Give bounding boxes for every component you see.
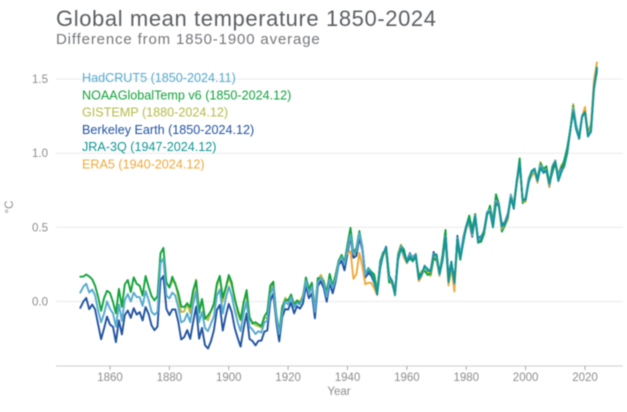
svg-text:JRA-3Q (1947-2024.12): JRA-3Q (1947-2024.12) <box>82 140 216 154</box>
svg-text:NOAAGlobalTemp v6 (1850-2024.1: NOAAGlobalTemp v6 (1850-2024.12) <box>82 88 291 102</box>
svg-text:2020: 2020 <box>572 372 598 384</box>
svg-text:1920: 1920 <box>275 372 301 384</box>
svg-text:0.0: 0.0 <box>32 297 48 309</box>
svg-text:Year: Year <box>327 386 350 398</box>
svg-text:1940: 1940 <box>335 372 361 384</box>
svg-text:1880: 1880 <box>157 372 183 384</box>
svg-text:1900: 1900 <box>216 372 242 384</box>
svg-text:1.5: 1.5 <box>32 74 48 86</box>
svg-text:1860: 1860 <box>97 372 123 384</box>
svg-text:°C: °C <box>4 201 16 214</box>
svg-text:GISTEMP (1880-2024.12): GISTEMP (1880-2024.12) <box>82 106 228 120</box>
svg-text:1980: 1980 <box>454 372 480 384</box>
svg-text:HadCRUT5 (1850-2024.11): HadCRUT5 (1850-2024.11) <box>82 71 236 85</box>
svg-text:1.0: 1.0 <box>32 148 48 160</box>
svg-text:2000: 2000 <box>513 372 539 384</box>
svg-text:Berkeley Earth (1850-2024.12): Berkeley Earth (1850-2024.12) <box>82 123 254 137</box>
svg-text:ERA5 (1940-2024.12): ERA5 (1940-2024.12) <box>82 158 205 172</box>
svg-text:1960: 1960 <box>394 372 420 384</box>
svg-text:0.5: 0.5 <box>32 222 48 234</box>
